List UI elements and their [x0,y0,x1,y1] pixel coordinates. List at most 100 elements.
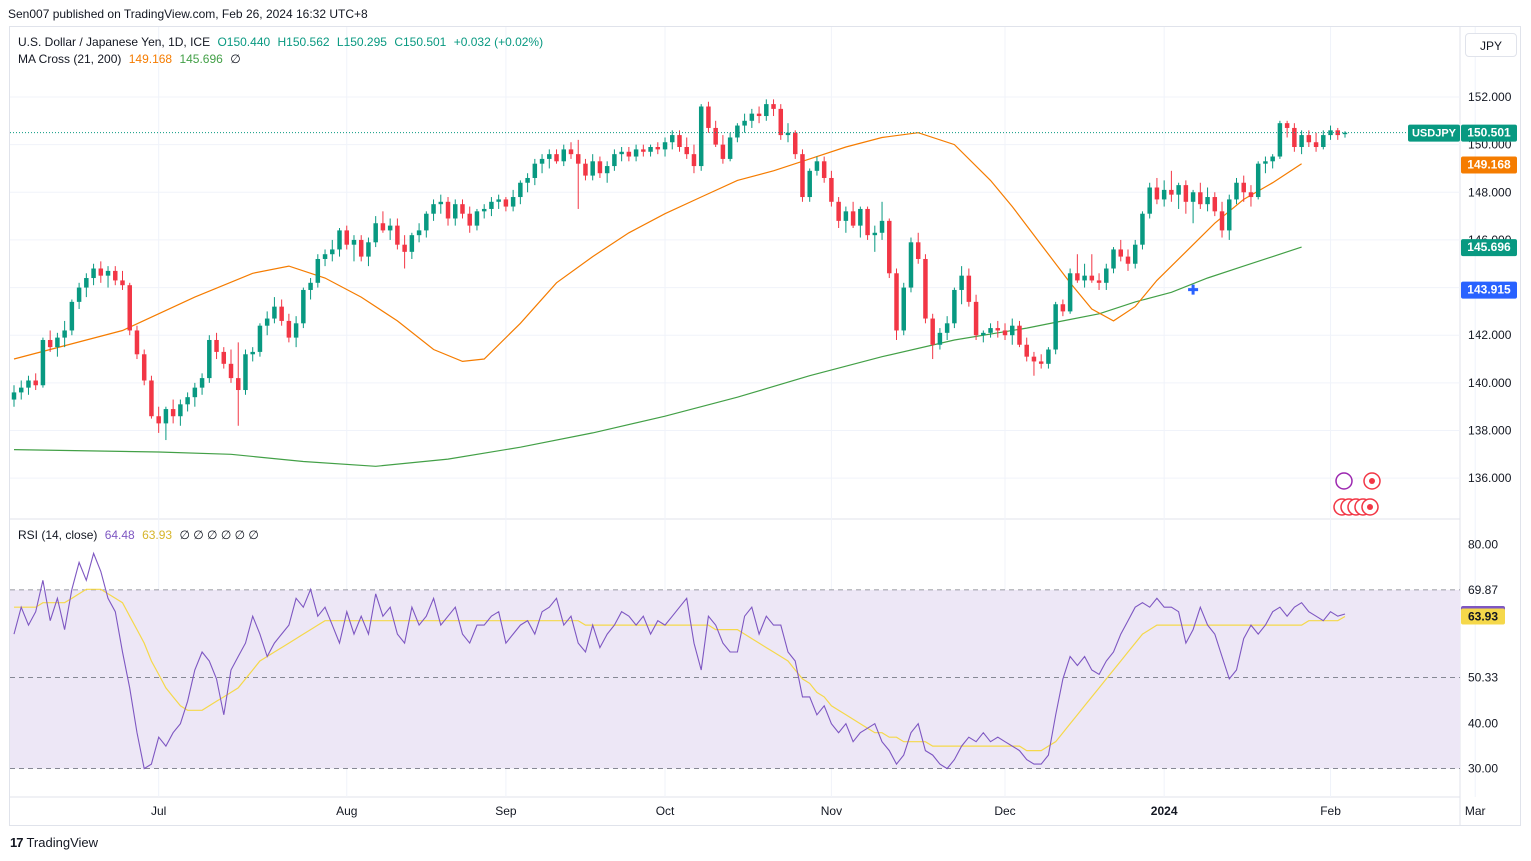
candle-body [1313,142,1319,148]
candle-body [358,239,364,257]
candle-body [720,144,726,159]
price-tick-label: 148.000 [1468,185,1512,199]
candle-body [1075,273,1080,281]
candle-body [597,161,603,174]
candle-body [778,108,784,136]
candle-body [308,282,313,290]
candle-body [785,132,791,136]
candle-body [756,113,762,117]
candle-body [453,204,458,219]
event-icon-dot [1369,478,1375,484]
candle-body [1067,273,1073,312]
candle-body [395,225,400,245]
ma-label: MA Cross (21, 200) [18,52,122,66]
candle-body [330,249,335,255]
rsi-label: RSI (14, close) [18,528,98,542]
candle-body [604,166,610,174]
candle-body [156,416,161,424]
candle-body [1255,163,1261,198]
candle-body [250,351,255,355]
price-tick-label: 142.000 [1468,328,1512,342]
candle-body [1060,304,1066,312]
candle-body [539,158,545,164]
candle-body [113,270,118,281]
candle-body [1017,325,1022,345]
candle-body [850,211,856,226]
candle-body [915,242,921,259]
open-value: O150.440 [217,35,271,49]
candle-body [221,351,227,364]
rsi-band [10,589,1460,769]
candle-body [1335,130,1341,136]
currency-button[interactable]: JPY [1465,33,1517,57]
symbol-tag-label: USDJPY [1412,128,1457,140]
candle-body [214,339,219,352]
rsi-value: 64.48 [104,528,135,542]
candle-body [1198,192,1203,205]
candle-body [47,339,53,348]
ma-slow-line [13,246,1302,467]
candle-body [713,127,718,145]
candle-body [995,328,1001,331]
rsi-ma-line [14,588,1346,752]
price-tick-label: 138.000 [1468,424,1512,438]
candle-body [923,258,928,319]
symbol-tag [1408,124,1460,142]
candle-body [959,275,964,290]
price-tick-label: 152.000 [1468,90,1512,104]
candle-body [792,132,798,155]
candle-body [1263,161,1268,164]
publisher-line: Sen007 published on TradingView.com, Feb… [8,7,368,21]
candle-body [648,147,653,152]
candle-body [1089,275,1095,281]
time-tick-label: Feb [1320,804,1341,818]
candle-body [170,409,176,417]
price-label-text: 143.915 [1467,283,1511,297]
candle-body [1321,135,1326,148]
candle-body [727,137,733,159]
candle-body [1132,244,1138,264]
earnings-event-icon-dot [1367,504,1373,510]
candle-body [1176,185,1181,195]
candle-body [1212,197,1218,212]
candle-body [930,318,935,345]
candle-body [91,268,96,279]
candle-body [141,354,147,381]
candle-body [829,177,834,202]
time-tick-label: Mar [1465,804,1486,818]
candle-body [612,154,617,167]
ma-legend: MA Cross (21, 200) 149.168 145.696 ∅ [18,52,245,66]
tradingview-logo-icon: 17 [10,835,24,850]
candle-body [1082,275,1087,281]
time-tick-label: Aug [336,804,357,818]
candle-body [1306,135,1312,143]
price-label [1461,281,1517,299]
price-label-text: 149.168 [1467,157,1511,171]
candle-body [481,208,487,212]
candle-body [865,208,870,236]
candle-body [76,287,82,302]
candle-body [163,409,169,424]
change-value: +0.032 (+0.02%) [453,35,544,49]
high-value: H150.562 [277,35,330,49]
candle-body [1053,304,1058,350]
candle-body [742,120,747,126]
candle-body [1038,361,1044,364]
candle-body [1277,123,1283,157]
candle-body [670,135,675,143]
candle-body [178,404,183,417]
price-tick-label: 140.000 [1468,376,1512,390]
candle-body [33,380,38,386]
candle-body [264,318,270,326]
price-label [1461,124,1517,142]
candle-body [149,380,154,417]
time-tick-label: Sep [495,804,517,818]
candle-body [105,270,111,276]
candle-body [1140,213,1145,245]
candle-body [496,199,501,202]
candle-body [1002,330,1008,336]
candle-body [1190,192,1196,202]
rsi-line [13,551,1346,770]
candle-body [1111,249,1116,269]
